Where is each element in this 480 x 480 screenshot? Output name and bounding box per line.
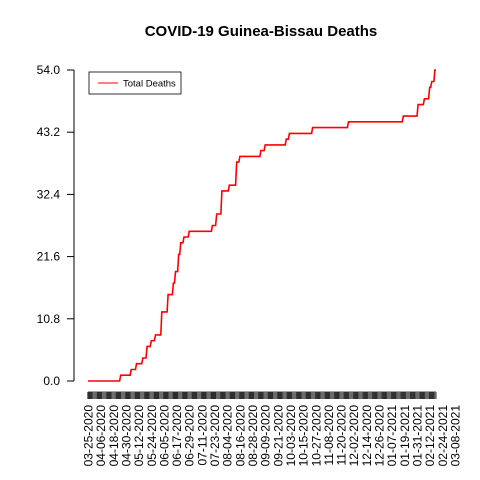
y-tick-label: 0.0	[43, 374, 60, 388]
y-tick-label: 21.6	[37, 250, 61, 264]
x-tick-label: 12-26-2020	[373, 405, 387, 467]
x-tick-label: 04-18-2020	[107, 405, 121, 467]
x-tick-label: 05-24-2020	[145, 405, 159, 467]
x-tick-label: 10-03-2020	[284, 405, 298, 467]
x-tick-label: 08-04-2020	[221, 405, 235, 467]
x-tick-label: 07-23-2020	[208, 405, 222, 467]
x-axis: 03-25-202004-06-202004-18-202004-30-2020…	[82, 391, 463, 467]
x-tick-label: 11-08-2020	[322, 405, 336, 466]
x-tick-label: 08-28-2020	[246, 405, 260, 467]
x-tick-label: 06-29-2020	[183, 405, 197, 467]
x-tick-label: 10-27-2020	[309, 405, 323, 467]
x-tick-label: 05-12-2020	[132, 405, 146, 467]
x-tick-label: 01-31-2021	[411, 405, 425, 467]
x-tick-label: 06-05-2020	[157, 405, 171, 467]
y-tick-label: 43.2	[37, 125, 61, 139]
legend-box	[88, 71, 182, 95]
chart-title: COVID-19 Guinea-Bissau Deaths	[145, 23, 378, 40]
x-tick-label: 11-20-2020	[335, 405, 349, 466]
y-tick-label: 32.4	[37, 187, 61, 201]
x-tick-label: 02-24-2021	[436, 405, 450, 467]
x-tick-label: 03-08-2021	[449, 405, 463, 467]
x-tick-label: 01-19-2021	[398, 405, 412, 467]
y-tick-label: 10.8	[37, 312, 61, 326]
plot-area	[88, 69, 436, 382]
x-tick-label: 09-21-2020	[271, 405, 285, 467]
x-tick-label: 01-07-2021	[385, 405, 399, 467]
x-tick-label: 07-11-2020	[195, 405, 209, 466]
y-tick-label: 54.0	[37, 63, 61, 77]
x-tick-label: 12-14-2020	[360, 405, 374, 467]
x-tick-label: 03-25-2020	[82, 405, 96, 467]
x-tick-label: 10-15-2020	[297, 405, 311, 467]
x-tick-label: 02-12-2021	[423, 405, 437, 467]
x-tick-label: 06-17-2020	[170, 405, 184, 467]
x-tick-label: 09-09-2020	[259, 405, 273, 467]
legend-entry-total-deaths: Total Deaths	[123, 79, 176, 90]
x-tick-label: 04-30-2020	[120, 405, 134, 467]
x-tick-label: 08-16-2020	[233, 405, 247, 467]
x-tick-label: 12-02-2020	[347, 405, 361, 467]
series-total-deaths-line	[88, 69, 436, 382]
x-tick-label: 04-06-2020	[94, 405, 108, 467]
legend: Total Deaths	[88, 71, 182, 95]
y-axis: 0.0 10.8 21.6 32.4 43.2 54.0	[37, 63, 75, 388]
